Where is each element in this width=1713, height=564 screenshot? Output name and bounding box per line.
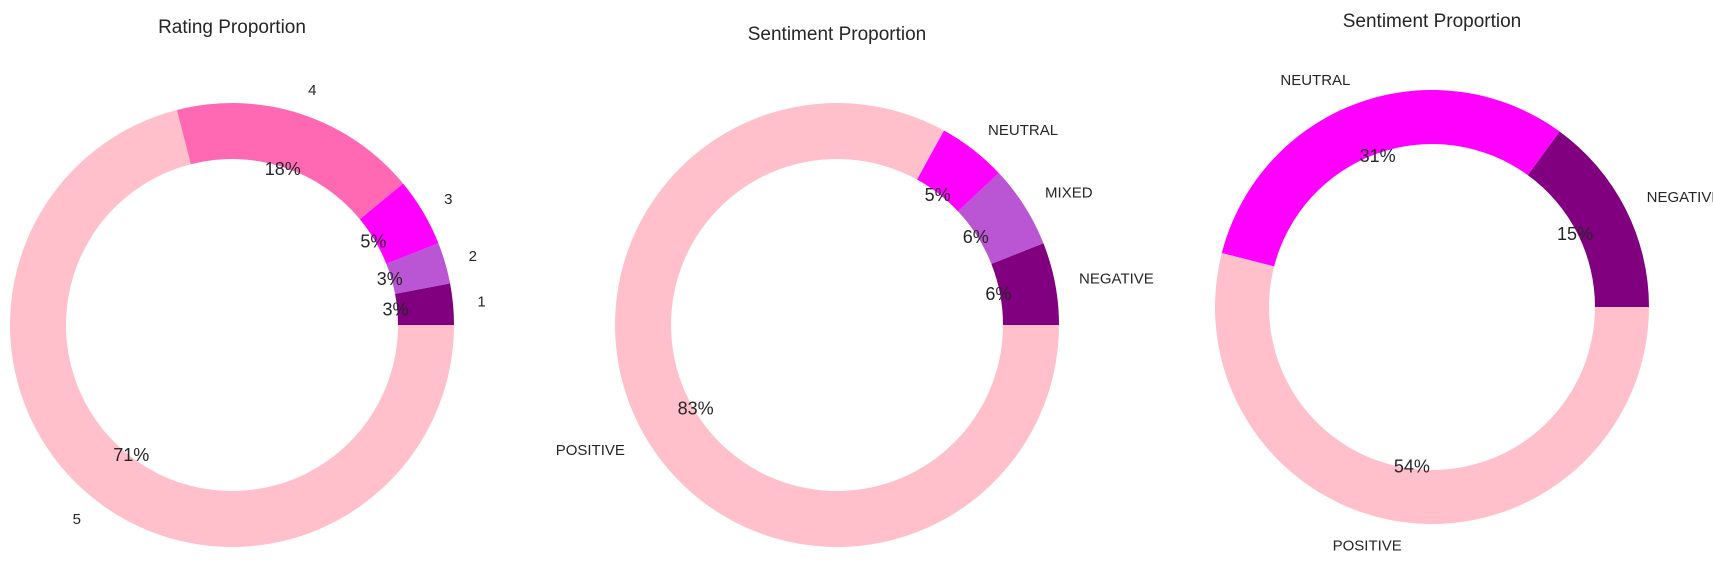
slice-category-label: NEUTRAL [1280,72,1350,89]
slice-category-label: POSITIVE [1333,537,1402,554]
slice-percent-label: 3% [383,300,409,320]
donut-slice [991,243,1059,325]
slice-category-label: NEGATIVE [1647,189,1713,206]
chart-title: Sentiment Proportion [748,24,927,45]
donut-slice [386,243,451,294]
slice-category-label: 5 [73,511,81,528]
slice-percent-label: 5% [925,185,951,205]
slice-percent-label: 71% [113,445,149,465]
donut-slice [1221,90,1560,267]
donut-chart-2: Sentiment Proportion NEGATIVE 6% MIXED 6% NEU… [556,24,1154,547]
donut-chart-3: Sentiment Proportion NEGATIVE 15% NEUTRAL 31… [1215,11,1713,554]
slice-percent-label: 6% [985,284,1011,304]
slice-percent-label: 83% [678,399,714,419]
slice-percent-label: 18% [265,159,301,179]
slice-category-label: 2 [469,248,477,265]
donut-slice [395,283,454,325]
slice-category-label: NEGATIVE [1079,270,1154,287]
slice-percent-label: 5% [360,231,386,251]
donut-slice [176,102,404,220]
slice-category-label: POSITIVE [556,442,625,459]
slice-percent-label: 15% [1557,224,1593,244]
slice-category-label: 4 [308,82,316,99]
slice-percent-label: 31% [1360,146,1396,166]
donut-chart-1: Rating Proportion 1 3% 2 3% 3 5% 4 18% 5 71% [10,17,486,547]
donut-slice [359,183,439,264]
slice-percent-label: 54% [1394,456,1430,476]
slice-category-label: MIXED [1045,184,1093,201]
slice-category-label: 1 [477,293,485,310]
donut-slice [1215,253,1649,525]
slice-percent-label: 6% [963,227,989,247]
chart-title: Sentiment Proportion [1343,11,1522,32]
slice-category-label: 3 [444,191,452,208]
slice-category-label: NEUTRAL [988,122,1058,139]
slice-percent-label: 3% [377,269,403,289]
chart-title: Rating Proportion [158,17,306,38]
donut-slice [916,130,999,212]
donut-slice [1527,131,1649,307]
donut-slice [958,173,1044,264]
